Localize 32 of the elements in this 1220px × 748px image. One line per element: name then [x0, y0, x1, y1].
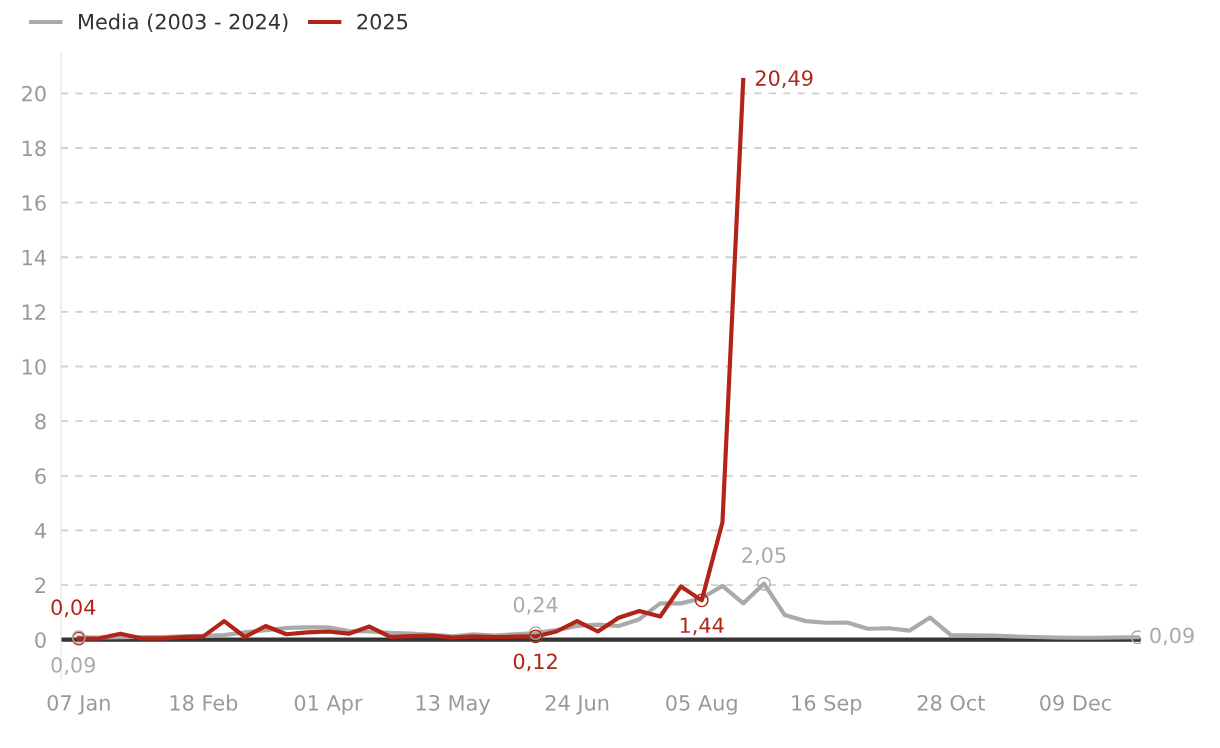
- y-tick-label: 6: [35, 468, 46, 484]
- x-tick-label: 05 Aug: [666, 694, 737, 715]
- legend-label: Media (2003 - 2024): [79, 13, 288, 33]
- x-tick-label: 16 Sep: [792, 694, 862, 715]
- point: [694, 593, 709, 608]
- annotation: 1,44: [680, 617, 724, 636]
- annotation: 0,09: [51, 657, 95, 675]
- x-tick-label: 09 Dec: [1040, 694, 1111, 711]
- annotation: 0,24: [513, 596, 558, 615]
- point: [757, 576, 771, 591]
- annotation: 0,04: [51, 599, 96, 618]
- x-tick-label: 28 Oct: [917, 694, 985, 711]
- x-tick-label: 24 Jun: [545, 694, 609, 715]
- annotation: 0,12: [513, 653, 557, 672]
- y-tick-label: 10: [22, 358, 46, 375]
- annotation: 20,49: [755, 70, 813, 89]
- y-tick-label: 2: [35, 577, 46, 593]
- annotation: 2,05: [742, 547, 786, 566]
- y-tick-label: 0: [35, 632, 46, 648]
- legend-label: 2025: [357, 13, 408, 30]
- y-tick-label: 4: [34, 523, 46, 539]
- x-tick-label: 13 May: [416, 694, 491, 715]
- y-tick-label: 16: [22, 195, 46, 211]
- y-tick-label: 14: [22, 249, 46, 266]
- y-tick-label: 12: [22, 304, 46, 320]
- y-tick-label: 20: [22, 85, 46, 102]
- y-tick-label: 8: [35, 413, 46, 430]
- x-tick-label: 18 Feb: [170, 694, 238, 711]
- y-tick-label: 18: [22, 140, 46, 157]
- annotation: 0,09: [1150, 627, 1194, 646]
- x-tick-label: 07 Jan: [47, 694, 110, 715]
- x-tick-label: 01 Apr: [294, 694, 363, 715]
